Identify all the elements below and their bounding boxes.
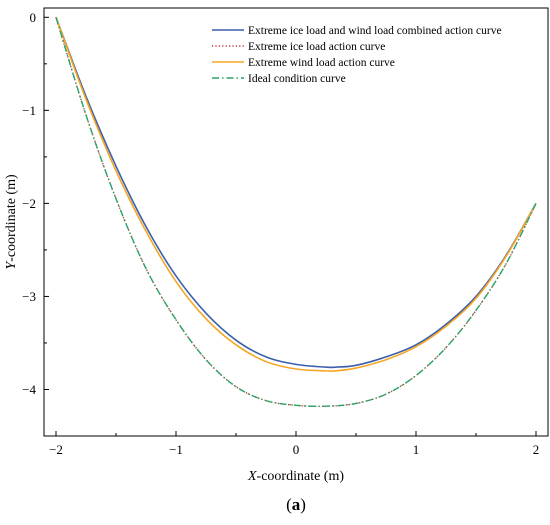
y-tick-label: −4 <box>22 382 36 397</box>
figure-caption: (a) <box>286 495 306 514</box>
x-tick-label: 0 <box>293 442 300 457</box>
y-axis-title: Y-coordinate (m) <box>4 174 19 270</box>
legend-label: Extreme ice load action curve <box>248 41 385 53</box>
legend-label: Extreme ice load and wind load combined … <box>248 25 502 37</box>
legend: Extreme ice load and wind load combined … <box>212 25 502 85</box>
x-tick-label: 2 <box>533 442 540 457</box>
y-tick-label: −2 <box>22 196 36 211</box>
series-line-combined-curve <box>55 17 537 369</box>
x-axis-title: X-coordinate (m) <box>247 469 344 484</box>
x-tick-label: −2 <box>49 442 63 457</box>
legend-label: Ideal condition curve <box>248 73 346 85</box>
y-tick-label: −1 <box>22 103 36 118</box>
series-layer <box>55 17 537 408</box>
x-axis-ticks: −2 −1 0 1 2 <box>49 431 539 457</box>
y-tick-label: −3 <box>22 289 36 304</box>
series-line-ideal-condition-curve <box>55 17 537 408</box>
legend-label: Extreme wind load action curve <box>248 57 395 69</box>
y-tick-label: 0 <box>30 10 37 25</box>
x-tick-label: 1 <box>413 442 420 457</box>
series-line-wind-load-curve <box>55 17 537 372</box>
x-tick-label: −1 <box>169 442 183 457</box>
y-axis-ticks: 0 −1 −2 −3 −4 <box>22 10 49 397</box>
